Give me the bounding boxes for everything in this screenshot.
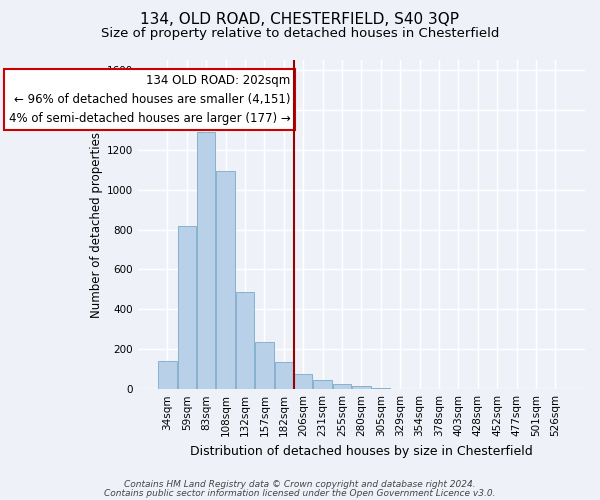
Bar (158, 362, 176, 389)
X-axis label: Distribution of detached houses by size in Chesterfield: Distribution of detached houses by size … (190, 444, 533, 458)
Text: 134, OLD ROAD, CHESTERFIELD, S40 3QP: 134, OLD ROAD, CHESTERFIELD, S40 3QP (140, 12, 460, 28)
Text: 134 OLD ROAD: 202sqm
← 96% of detached houses are smaller (4,151)
4% of semi-det: 134 OLD ROAD: 202sqm ← 96% of detached h… (9, 74, 290, 125)
Bar (313, 380, 332, 389)
Bar (178, 226, 196, 389)
Text: Contains HM Land Registry data © Crown copyright and database right 2024.: Contains HM Land Registry data © Crown c… (124, 480, 476, 489)
Bar (352, 386, 371, 389)
Y-axis label: Number of detached properties: Number of detached properties (89, 132, 103, 318)
Text: Size of property relative to detached houses in Chesterfield: Size of property relative to detached ho… (101, 28, 499, 40)
Bar (217, 170, 235, 389)
Bar (294, 374, 313, 389)
Bar (391, 388, 409, 389)
Text: Contains public sector information licensed under the Open Government Licence v3: Contains public sector information licen… (104, 488, 496, 498)
Bar (333, 384, 351, 389)
Bar (255, 342, 274, 389)
Bar (197, 132, 215, 389)
Bar (371, 388, 390, 389)
Bar (236, 292, 254, 389)
Bar (275, 362, 293, 389)
